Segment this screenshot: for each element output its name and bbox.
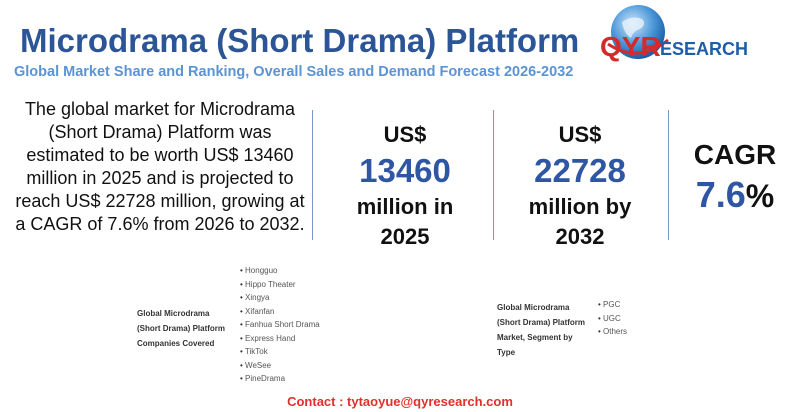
list-item: Xingya <box>240 291 320 305</box>
list-item: Hippo Theater <box>240 278 320 292</box>
list-item: PGC <box>598 298 627 312</box>
svg-text:QYR: QYR <box>600 31 661 62</box>
stat-unit: % <box>745 178 775 214</box>
stat-2025-value: US$ 13460 million in 2025 <box>330 120 480 252</box>
segments-list: PGCUGCOthers <box>598 298 627 339</box>
stat-unit: million in <box>356 194 454 219</box>
stat-year: 2032 <box>555 224 605 249</box>
svg-text:ESEARCH: ESEARCH <box>660 39 748 59</box>
list-item: PineDrama <box>240 372 320 386</box>
stat-unit: million by <box>528 194 632 219</box>
stat-value: 22728 <box>534 152 626 189</box>
list-item: Express Hand <box>240 332 320 346</box>
stat-currency: US$ <box>383 122 427 147</box>
page-title: Microdrama (Short Drama) Platform <box>20 22 580 59</box>
list-item: UGC <box>598 312 627 326</box>
list-item: WeSee <box>240 359 320 373</box>
companies-list: HongguoHippo TheaterXingyaXifanfanFanhua… <box>240 264 320 386</box>
divider <box>668 110 669 240</box>
list-item: Fanhua Short Drama <box>240 318 320 332</box>
segments-label: Global Microdrama (Short Drama) Platform… <box>497 303 586 357</box>
divider <box>312 110 313 240</box>
stat-currency: US$ <box>558 122 602 147</box>
list-item: Hongguo <box>240 264 320 278</box>
stat-value: 13460 <box>359 152 451 189</box>
stat-label: CAGR <box>693 139 777 170</box>
market-summary: The global market for Microdrama (Short … <box>15 99 305 234</box>
list-item: Xifanfan <box>240 305 320 319</box>
qyresearch-logo: QYR ESEARCH <box>598 4 798 64</box>
stat-year: 2025 <box>380 224 430 249</box>
divider <box>493 110 494 240</box>
list-item: Others <box>598 325 627 339</box>
contact-email[interactable]: Contact : tytaoyue@qyresearch.com <box>287 394 513 409</box>
page-subtitle: Global Market Share and Ranking, Overall… <box>14 64 574 80</box>
stat-cagr: CAGR 7.6% <box>670 140 800 221</box>
stat-2032-value: US$ 22728 million by 2032 <box>505 120 655 252</box>
companies-label: Global Microdrama (Short Drama) Platform… <box>137 309 226 348</box>
stat-value: 7.6 <box>695 174 746 215</box>
list-item: TikTok <box>240 345 320 359</box>
